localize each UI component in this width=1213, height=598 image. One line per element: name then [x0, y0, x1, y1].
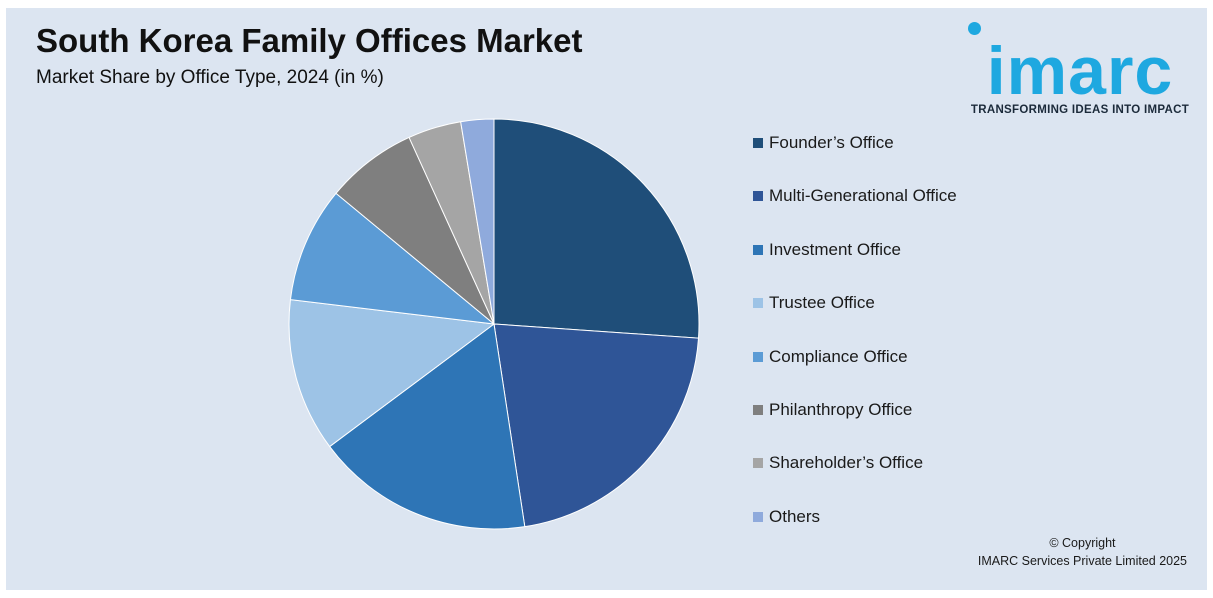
logo-wordmark: imarc	[986, 33, 1174, 109]
legend-label: Others	[769, 506, 821, 526]
logo-tagline: TRANSFORMING IDEAS INTO IMPACT	[970, 104, 1190, 116]
copyright-line-2: IMARC Services Private Limited 2025	[977, 554, 1187, 568]
legend-swatch	[753, 405, 763, 415]
legend-swatch	[753, 511, 763, 522]
legend-label: Founder’s Office	[769, 133, 894, 152]
pie-slice-compliance-office	[289, 192, 496, 325]
chart-title: South Korea Family Offices Market	[36, 22, 583, 59]
legend-label: Investment Office	[769, 239, 901, 259]
legend-swatch	[753, 458, 763, 469]
legend-item-investment-office: Investment Office	[753, 240, 901, 260]
legend-swatch	[753, 191, 763, 202]
pie-slice-multi-generational-office	[493, 323, 700, 528]
pie-slice-others	[460, 118, 495, 325]
copyright-notice: © Copyright IMARC Services Private Limit…	[978, 534, 1187, 570]
legend-item-philanthropy-office: Philanthropy Office	[753, 400, 912, 420]
legend-swatch	[753, 351, 763, 362]
imarc-logo: imarc TRANSFORMING IDEAS INTO IMPACT	[962, 18, 1198, 120]
chart-subtitle: Market Share by Office Type, 2024 (in %)	[36, 67, 384, 88]
copyright-line-1: © Copyright	[1049, 536, 1116, 550]
legend-item-trustee-office: Trustee Office	[753, 293, 875, 313]
logo-dot	[968, 22, 981, 35]
pie-slices	[288, 118, 700, 530]
legend-swatch	[753, 244, 763, 255]
legend-swatch	[753, 298, 763, 309]
legend-label: Multi-Generational Office	[769, 186, 957, 206]
legend-item-multi-generational-office: Multi-Generational Office	[753, 186, 957, 206]
legend-item-compliance-office: Compliance Office	[753, 347, 908, 367]
legend-label: Philanthropy Office	[769, 400, 913, 419]
pie-slice-founders-office	[493, 118, 700, 339]
legend-item-shareholders-office: Shareholder’s Office	[753, 453, 923, 473]
legend-label: Compliance Office	[769, 346, 908, 366]
legend-item-others: Others	[753, 507, 820, 527]
legend-label: Trustee Office	[769, 293, 875, 313]
pie-slice-investment-office	[328, 323, 526, 530]
legend-label: Shareholder’s Office	[769, 453, 924, 473]
legend-swatch	[753, 138, 763, 148]
legend-item-founders-office: Founder’s Office	[753, 133, 894, 153]
pie-slice-trustee-office	[288, 299, 496, 448]
